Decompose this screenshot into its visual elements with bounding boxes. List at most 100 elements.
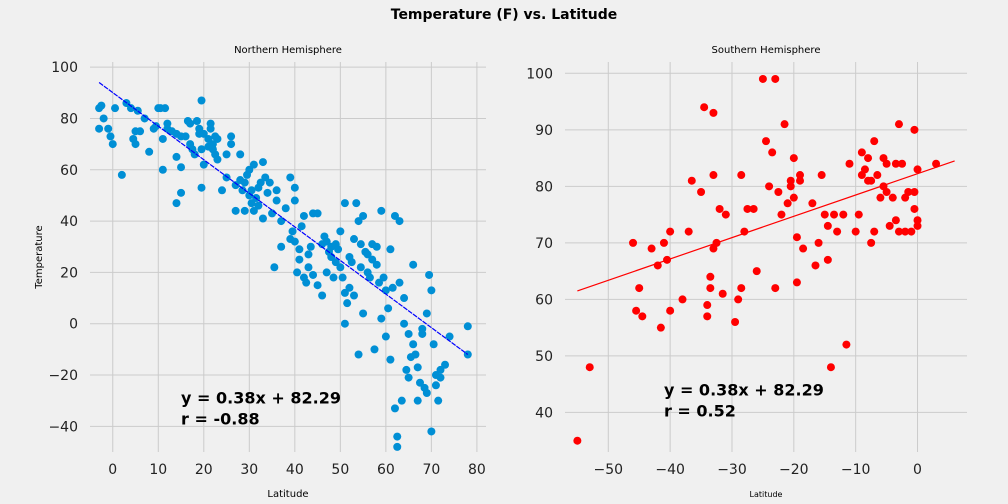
south-data-point [860, 165, 869, 174]
north-y-tick-label: 20 [60, 265, 78, 281]
north-data-point [131, 140, 140, 149]
north-data-point [400, 294, 409, 303]
north-data-point [329, 273, 338, 282]
north-data-point [350, 291, 358, 300]
south-data-point [910, 125, 919, 134]
south-data-point [864, 154, 873, 163]
north-data-point [404, 329, 413, 338]
north-data-point [231, 181, 240, 190]
north-x-tick-label: 80 [468, 462, 486, 478]
north-data-point [425, 270, 434, 279]
north-data-point [409, 260, 418, 269]
south-data-point [873, 171, 882, 180]
north-data-point [161, 104, 170, 113]
north-data-point [322, 268, 331, 277]
north-data-point [297, 222, 306, 231]
north-data-point [247, 186, 256, 195]
south-data-point [811, 261, 820, 270]
north-plot-group: 0 10 20 30 40 50 60 70 80 −40 −20 0 20 40 60 80 100 North… [34, 45, 486, 500]
south-data-point [932, 159, 941, 168]
north-data-point [381, 286, 390, 295]
north-data-point [309, 270, 318, 279]
north-data-point [411, 350, 420, 359]
north-data-point [409, 340, 418, 349]
north-data-point [197, 96, 206, 105]
north-data-point [386, 245, 395, 254]
north-data-point [199, 129, 208, 138]
south-data-point [792, 233, 801, 242]
north-data-point [356, 263, 365, 272]
north-data-point [313, 281, 322, 290]
south-data-point [734, 295, 743, 304]
north-data-point [340, 199, 349, 208]
north-data-point [258, 158, 267, 167]
north-data-point [117, 170, 126, 179]
south-data-point [780, 120, 789, 129]
north-data-point [336, 227, 345, 236]
north-data-point [368, 255, 377, 264]
south-data-point [718, 289, 727, 298]
south-data-point [814, 238, 823, 247]
south-data-point [743, 204, 752, 213]
north-data-point [272, 186, 281, 195]
south-data-point [867, 176, 876, 185]
north-data-point [313, 209, 322, 218]
south-data-point [771, 74, 780, 83]
north-data-point [277, 217, 286, 226]
south-data-point [842, 340, 851, 349]
north-data-point [158, 165, 167, 174]
south-data-point [585, 363, 594, 372]
north-data-point [249, 206, 258, 215]
north-data-point [384, 304, 393, 313]
north-data-point [293, 268, 302, 277]
south-data-point [870, 137, 879, 146]
north-data-point [136, 127, 145, 136]
south-data-point [666, 227, 675, 236]
north-data-point [290, 183, 299, 192]
north-data-point [379, 273, 388, 282]
south-x-tick-label: −50 [594, 462, 624, 478]
north-data-point [372, 242, 381, 251]
north-data-point [436, 365, 445, 374]
north-data-point [418, 324, 427, 333]
north-data-point [400, 319, 409, 328]
south-data-point [783, 199, 792, 208]
south-data-point [684, 227, 693, 236]
south-data-point [573, 436, 582, 445]
south-data-point [891, 159, 900, 168]
north-annotation-line: r = -0.88 [181, 409, 260, 428]
north-x-tick-label: 20 [195, 462, 213, 478]
south-data-point [700, 103, 709, 112]
south-data-point [904, 188, 913, 196]
figure-title: Temperature (F) vs. Latitude [390, 7, 618, 23]
north-data-point [213, 134, 222, 143]
south-data-point [796, 171, 805, 180]
north-data-point [192, 117, 201, 126]
north-data-point [377, 314, 386, 323]
north-x-tick-label: 30 [240, 462, 258, 478]
north-data-point [99, 114, 108, 123]
south-x-tick-label: −20 [779, 462, 809, 478]
north-data-point [177, 163, 186, 172]
south-regression-line [577, 160, 955, 292]
north-data-point [393, 442, 402, 451]
north-data-point [318, 291, 327, 300]
south-y-tick-label: 70 [535, 236, 553, 252]
south-data-point [659, 238, 668, 247]
north-data-point [261, 173, 270, 182]
south-data-point [758, 74, 767, 83]
north-data-point [356, 240, 365, 249]
north-data-point [126, 104, 135, 113]
north-data-point [347, 258, 356, 267]
north-data-point [304, 263, 313, 272]
north-data-point [340, 319, 349, 328]
south-data-point [709, 108, 718, 117]
south-annotation-line: r = 0.52 [664, 401, 736, 420]
north-data-point [249, 160, 258, 169]
north-data-point [158, 134, 167, 143]
north-data-point [431, 381, 440, 390]
south-data-point [737, 284, 746, 293]
north-data-point [299, 211, 308, 220]
north-data-point [288, 227, 297, 236]
